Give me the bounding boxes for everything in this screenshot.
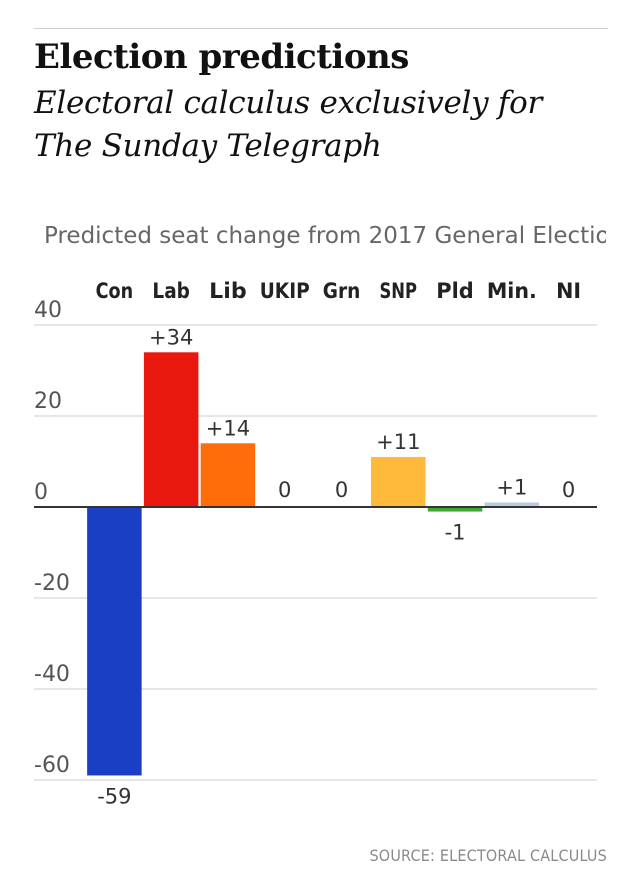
category-label: Pld	[436, 279, 474, 303]
category-label: Min.	[487, 279, 537, 303]
data-label: 0	[278, 478, 291, 502]
category-label: Lab	[152, 279, 190, 303]
bar	[143, 352, 199, 507]
category-label: Grn	[323, 279, 361, 303]
bars	[87, 352, 540, 776]
data-labels: -59 +34 +14 0 0 +11 -1 +1 0	[97, 325, 575, 808]
y-tick-label: -40	[34, 662, 70, 687]
category-labels: Con Lab Lib UKIP Grn SNP Pld Min. NI	[96, 279, 581, 303]
y-tick-label: -60	[34, 753, 70, 778]
category-label: NI	[556, 279, 581, 303]
data-label: -59	[97, 784, 131, 808]
y-axis-tick-labels: 40 20 0 -20 -40 -60	[34, 298, 70, 778]
category-label: UKIP	[260, 279, 310, 303]
category-label: Con	[96, 279, 134, 303]
y-tick-label: -20	[34, 571, 70, 596]
bar	[427, 507, 483, 512]
data-label: +14	[206, 416, 250, 440]
data-label: -1	[445, 521, 466, 545]
data-label: +1	[496, 475, 527, 499]
chart-title: Predicted seat change from 2017 General …	[44, 223, 606, 249]
seat-change-bar-chart: 40 20 0 -20 -40 -60 Con Lab Lib UKIP Grn SNP Pld Min…	[34, 279, 597, 808]
page-title: Election predictions	[34, 37, 409, 77]
bar	[87, 507, 142, 776]
category-label: Lib	[209, 279, 247, 303]
data-label: 0	[335, 478, 348, 502]
top-rule	[34, 28, 608, 29]
category-label: SNP	[380, 279, 418, 303]
data-label: 0	[562, 478, 575, 502]
bar	[484, 502, 540, 507]
y-tick-label: 40	[34, 298, 62, 323]
bar	[200, 443, 256, 507]
page-subtitle: Electoral calculus exclusively for The S…	[34, 85, 542, 164]
source-credit: SOURCE: ELECTORAL CALCULUS	[369, 846, 607, 865]
data-label: +11	[376, 430, 420, 454]
data-label: +34	[149, 325, 193, 349]
y-tick-label: 0	[34, 480, 48, 505]
y-tick-label: 20	[34, 389, 62, 414]
bar	[371, 456, 426, 507]
